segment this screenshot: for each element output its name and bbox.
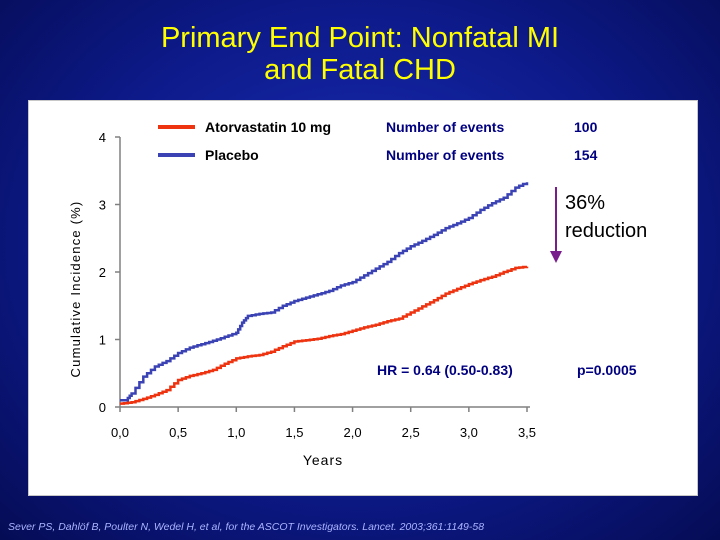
x-axis-ticks: 0,0 0,5 1,0 1,5 2,0 2,5 3,0 3,5 <box>111 407 536 440</box>
x-tick-label: 3,5 <box>518 425 536 440</box>
x-axis-label: Years <box>303 452 343 468</box>
events-label-atorvastatin: Number of events <box>386 119 504 135</box>
slide-title-line-2: and Fatal CHD <box>264 54 456 86</box>
y-tick-label: 4 <box>99 130 106 145</box>
slide-title-line-1: Primary End Point: Nonfatal MI <box>160 22 560 54</box>
x-tick-label: 3,0 <box>460 425 478 440</box>
events-label-placebo: Number of events <box>386 147 504 163</box>
legend: Atorvastatin 10 mg Number of events 100 … <box>158 119 598 163</box>
hazard-ratio: HR = 0.64 (0.50-0.83) <box>377 362 513 378</box>
events-count-placebo: 154 <box>574 147 598 163</box>
series-line-atorvastatin <box>120 265 529 405</box>
y-tick-label: 2 <box>99 265 106 280</box>
x-tick-label: 0,0 <box>111 425 129 440</box>
reduction-percent: 36% <box>565 192 605 214</box>
y-tick-label: 1 <box>99 333 106 348</box>
citation: Sever PS, Dahlöf B, Poulter N, Wedel H, … <box>8 521 485 533</box>
x-tick-label: 0,5 <box>169 425 187 440</box>
x-tick-label: 2,5 <box>402 425 420 440</box>
y-tick-label: 0 <box>99 400 106 415</box>
y-tick-label: 3 <box>99 198 106 213</box>
legend-label-atorvastatin: Atorvastatin 10 mg <box>205 119 331 135</box>
p-value: p=0.0005 <box>577 362 637 378</box>
series-lines <box>120 182 529 405</box>
y-axis-ticks: 0 1 2 3 4 <box>99 130 120 415</box>
series-line-placebo <box>120 182 529 402</box>
legend-label-placebo: Placebo <box>205 147 259 163</box>
slide-title: Primary End Point: Nonfatal MI and Fatal… <box>0 22 720 86</box>
incidence-chart: 0 1 2 3 4 0,0 0,5 1,0 1,5 2,0 2,5 3,0 3,5 Cumulativ… <box>68 119 647 468</box>
x-tick-label: 1,0 <box>227 425 245 440</box>
y-axis-label: Cumulative Incidence (%) <box>68 201 83 378</box>
x-tick-label: 1,5 <box>285 425 303 440</box>
events-count-atorvastatin: 100 <box>574 119 598 135</box>
x-tick-label: 2,0 <box>344 425 362 440</box>
reduction-arrow <box>550 187 562 263</box>
reduction-word: reduction <box>565 220 647 242</box>
chart-panel: 0 1 2 3 4 0,0 0,5 1,0 1,5 2,0 2,5 3,0 3,5 Cumulativ… <box>28 100 698 496</box>
